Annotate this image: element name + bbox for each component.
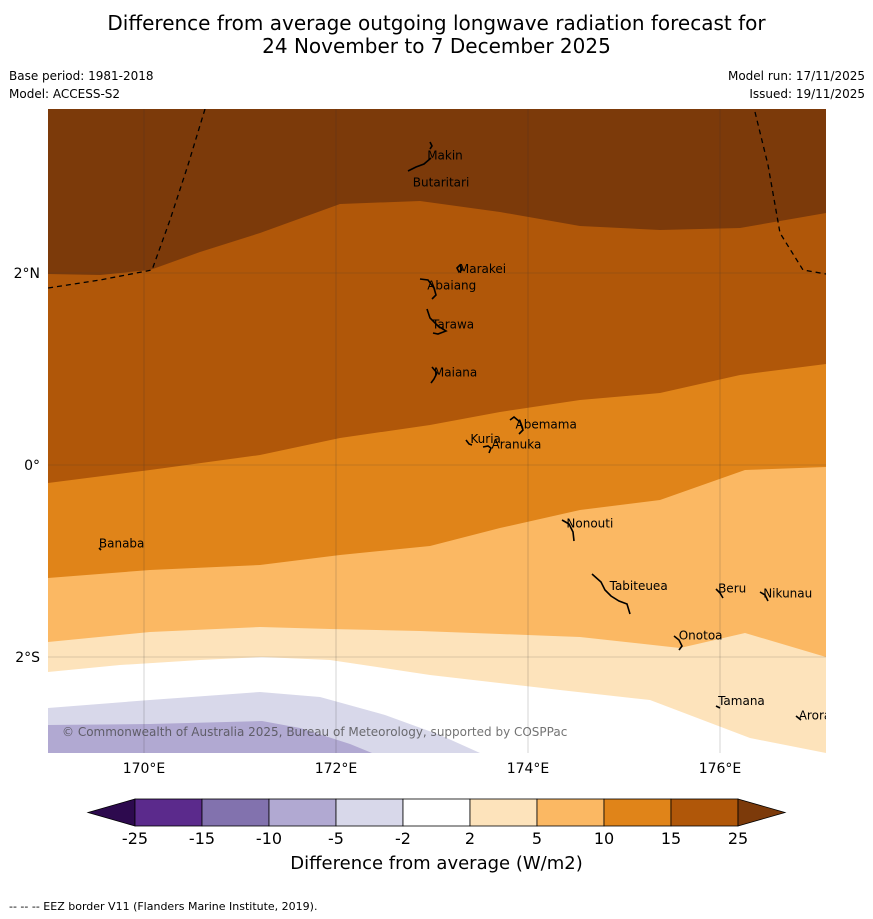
band-minus10-minus5 [48, 721, 372, 753]
map-title: Difference from average outgoing longwav… [0, 12, 873, 58]
place-label-butaritari: Butaritari [413, 176, 470, 190]
coast-nikunau [759, 591, 769, 602]
colorbar-tick-2: -10 [255, 829, 283, 848]
place-label-tarawa: Tarawa [431, 318, 474, 332]
coast-abaiang [419, 278, 437, 300]
coast-butaritari [407, 157, 432, 172]
coastlines [98, 141, 802, 721]
lat-tick-0-1: 0° [24, 458, 40, 474]
colorbar-segment-4 [402, 798, 471, 827]
coast-kuria [465, 439, 473, 446]
colorbar-over-arrow [737, 798, 787, 827]
place-label-onotoa: Onotoa [679, 629, 723, 643]
place-label-kuria: Kuria [470, 432, 501, 446]
colorbar-tick-3: -5 [328, 829, 344, 848]
copyright-notice: © Commonwealth of Australia 2025, Bureau… [62, 725, 567, 739]
colorbar-segment-6 [536, 798, 605, 827]
coast-tarawa [426, 308, 448, 335]
colorbar-tick-1: -15 [188, 829, 216, 848]
colorbar-tick-8: 15 [660, 829, 682, 848]
coast-tamana [715, 705, 721, 709]
place-labels: Makin Butaritari Marakei Abaiang Tarawa Maian… [99, 149, 839, 723]
colorbar-tick-6: 5 [531, 829, 543, 848]
lat-tick-2-s-2: 2°S [15, 650, 40, 666]
meta-right: Model run: 17/11/2025 Issued: 19/11/2025 [728, 67, 865, 103]
place-label-tamana: Tamana [717, 694, 765, 708]
place-label-abaiang: Abaiang [427, 278, 476, 292]
base-period: Base period: 1981-2018 [9, 69, 154, 83]
latitude-tick-labels: 2°N 0° 2°S [14, 266, 41, 666]
band-over-25 [48, 109, 826, 275]
colorbar-tick-9: 25 [727, 829, 749, 848]
eez-border-east [754, 111, 826, 275]
coast-onotoa [673, 635, 683, 651]
lon-tick-174: 174°E [507, 761, 550, 777]
lat-tick-2-n-0: 2°N [14, 266, 40, 282]
longitude-tick-labels: 170°E 172°E 174°E 176°E [123, 761, 742, 777]
colorbar-segment-8 [670, 798, 739, 827]
coast-abemama [509, 415, 524, 435]
place-label-abemama: Abemama [516, 418, 577, 432]
graticule [48, 109, 826, 753]
coast-maiana [430, 366, 438, 384]
coast-marakei [456, 263, 463, 274]
colorbar-label: Difference from average (W/m2) [290, 853, 583, 874]
place-label-maiana: Maiana [434, 366, 477, 380]
place-label-tabiteuea: Tabiteuea [609, 579, 668, 593]
place-label-makin: Makin [427, 149, 463, 163]
coast-arorae [795, 715, 802, 721]
colorbar-segment-7 [603, 798, 672, 827]
coast-tabiteuea [591, 573, 631, 615]
lon-tick-176: 176°E [699, 761, 742, 777]
coast-makin [429, 141, 433, 150]
place-label-arorae: Arorae [799, 708, 839, 722]
place-label-nonouti: Nonouti [566, 516, 613, 530]
coast-aranuka [482, 445, 492, 454]
place-label-marakei: Marakei [459, 262, 506, 276]
place-label-nikunau: Nikunau [763, 586, 812, 600]
colorbar-tick-4: -2 [395, 829, 411, 848]
eez-footnote: -- -- -- EEZ border V11 (Flanders Marine… [9, 900, 318, 913]
colorbar-tick-7: 10 [593, 829, 615, 848]
eez-border-west [48, 109, 206, 289]
colorbar-segment-1 [201, 798, 270, 827]
place-label-aranuka: Aranuka [492, 438, 542, 452]
model-run: Model run: 17/11/2025 [727, 69, 865, 83]
place-label-beru: Beru [718, 582, 746, 596]
colorbar-segment-2 [268, 798, 337, 827]
colorbar-tick-0: -25 [121, 829, 149, 848]
colorbar-tick-5: 2 [464, 829, 476, 848]
title-line-1: Difference from average outgoing longwav… [107, 11, 766, 35]
issued-date: Issued: 19/11/2025 [749, 87, 865, 101]
title-line-2: 24 November to 7 December 2025 [262, 34, 611, 58]
anomaly-shading: Makin Butaritari Marakei Abaiang Tarawa Maian… [48, 109, 839, 753]
coast-beru [715, 588, 724, 599]
lon-tick-172: 172°E [315, 761, 358, 777]
coast-nonouti [561, 519, 575, 542]
colorbar-under-arrow [86, 798, 136, 827]
coast-banaba [98, 547, 102, 551]
meta-left: Base period: 1981-2018 Model: ACCESS-S2 [9, 67, 154, 103]
place-label-banaba: Banaba [99, 537, 145, 551]
colorbar-segment-5 [469, 798, 538, 827]
colorbar-segment-3 [335, 798, 404, 827]
eez-border [48, 109, 826, 289]
colorbar-segment-0 [134, 798, 203, 827]
model-name: Model: ACCESS-S2 [9, 87, 121, 101]
colorbar [86, 798, 787, 827]
lon-tick-170: 170°E [123, 761, 166, 777]
